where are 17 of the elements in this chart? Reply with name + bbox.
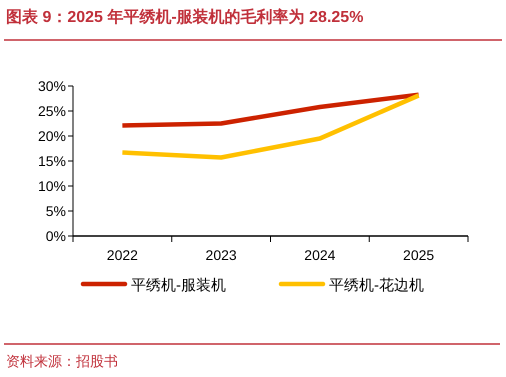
y-tick-label: 0% bbox=[46, 228, 66, 244]
y-tick-label: 20% bbox=[38, 128, 66, 144]
legend-label: 平绣机-服装机 bbox=[131, 277, 226, 294]
line-series bbox=[120, 93, 421, 160]
chart-title: 图表 9：2025 年平绣机-服装机的毛利率为 28.25% bbox=[6, 7, 364, 26]
y-tick-label: 10% bbox=[38, 178, 66, 194]
x-tick-label: 2023 bbox=[206, 247, 237, 263]
y-tick-label: 30% bbox=[38, 78, 66, 94]
x-tick-label: 2022 bbox=[106, 247, 138, 263]
text: 资料来源：招股书 bbox=[6, 353, 118, 369]
y-tick-label: 15% bbox=[38, 153, 66, 169]
legend-label: 平绣机-花边机 bbox=[329, 277, 424, 294]
x-tick-label: 2024 bbox=[304, 247, 336, 263]
x-tick-label: 2025 bbox=[403, 247, 434, 263]
y-tick-label: 25% bbox=[38, 103, 66, 119]
y-tick-label: 5% bbox=[46, 203, 66, 219]
line-series bbox=[120, 92, 421, 128]
